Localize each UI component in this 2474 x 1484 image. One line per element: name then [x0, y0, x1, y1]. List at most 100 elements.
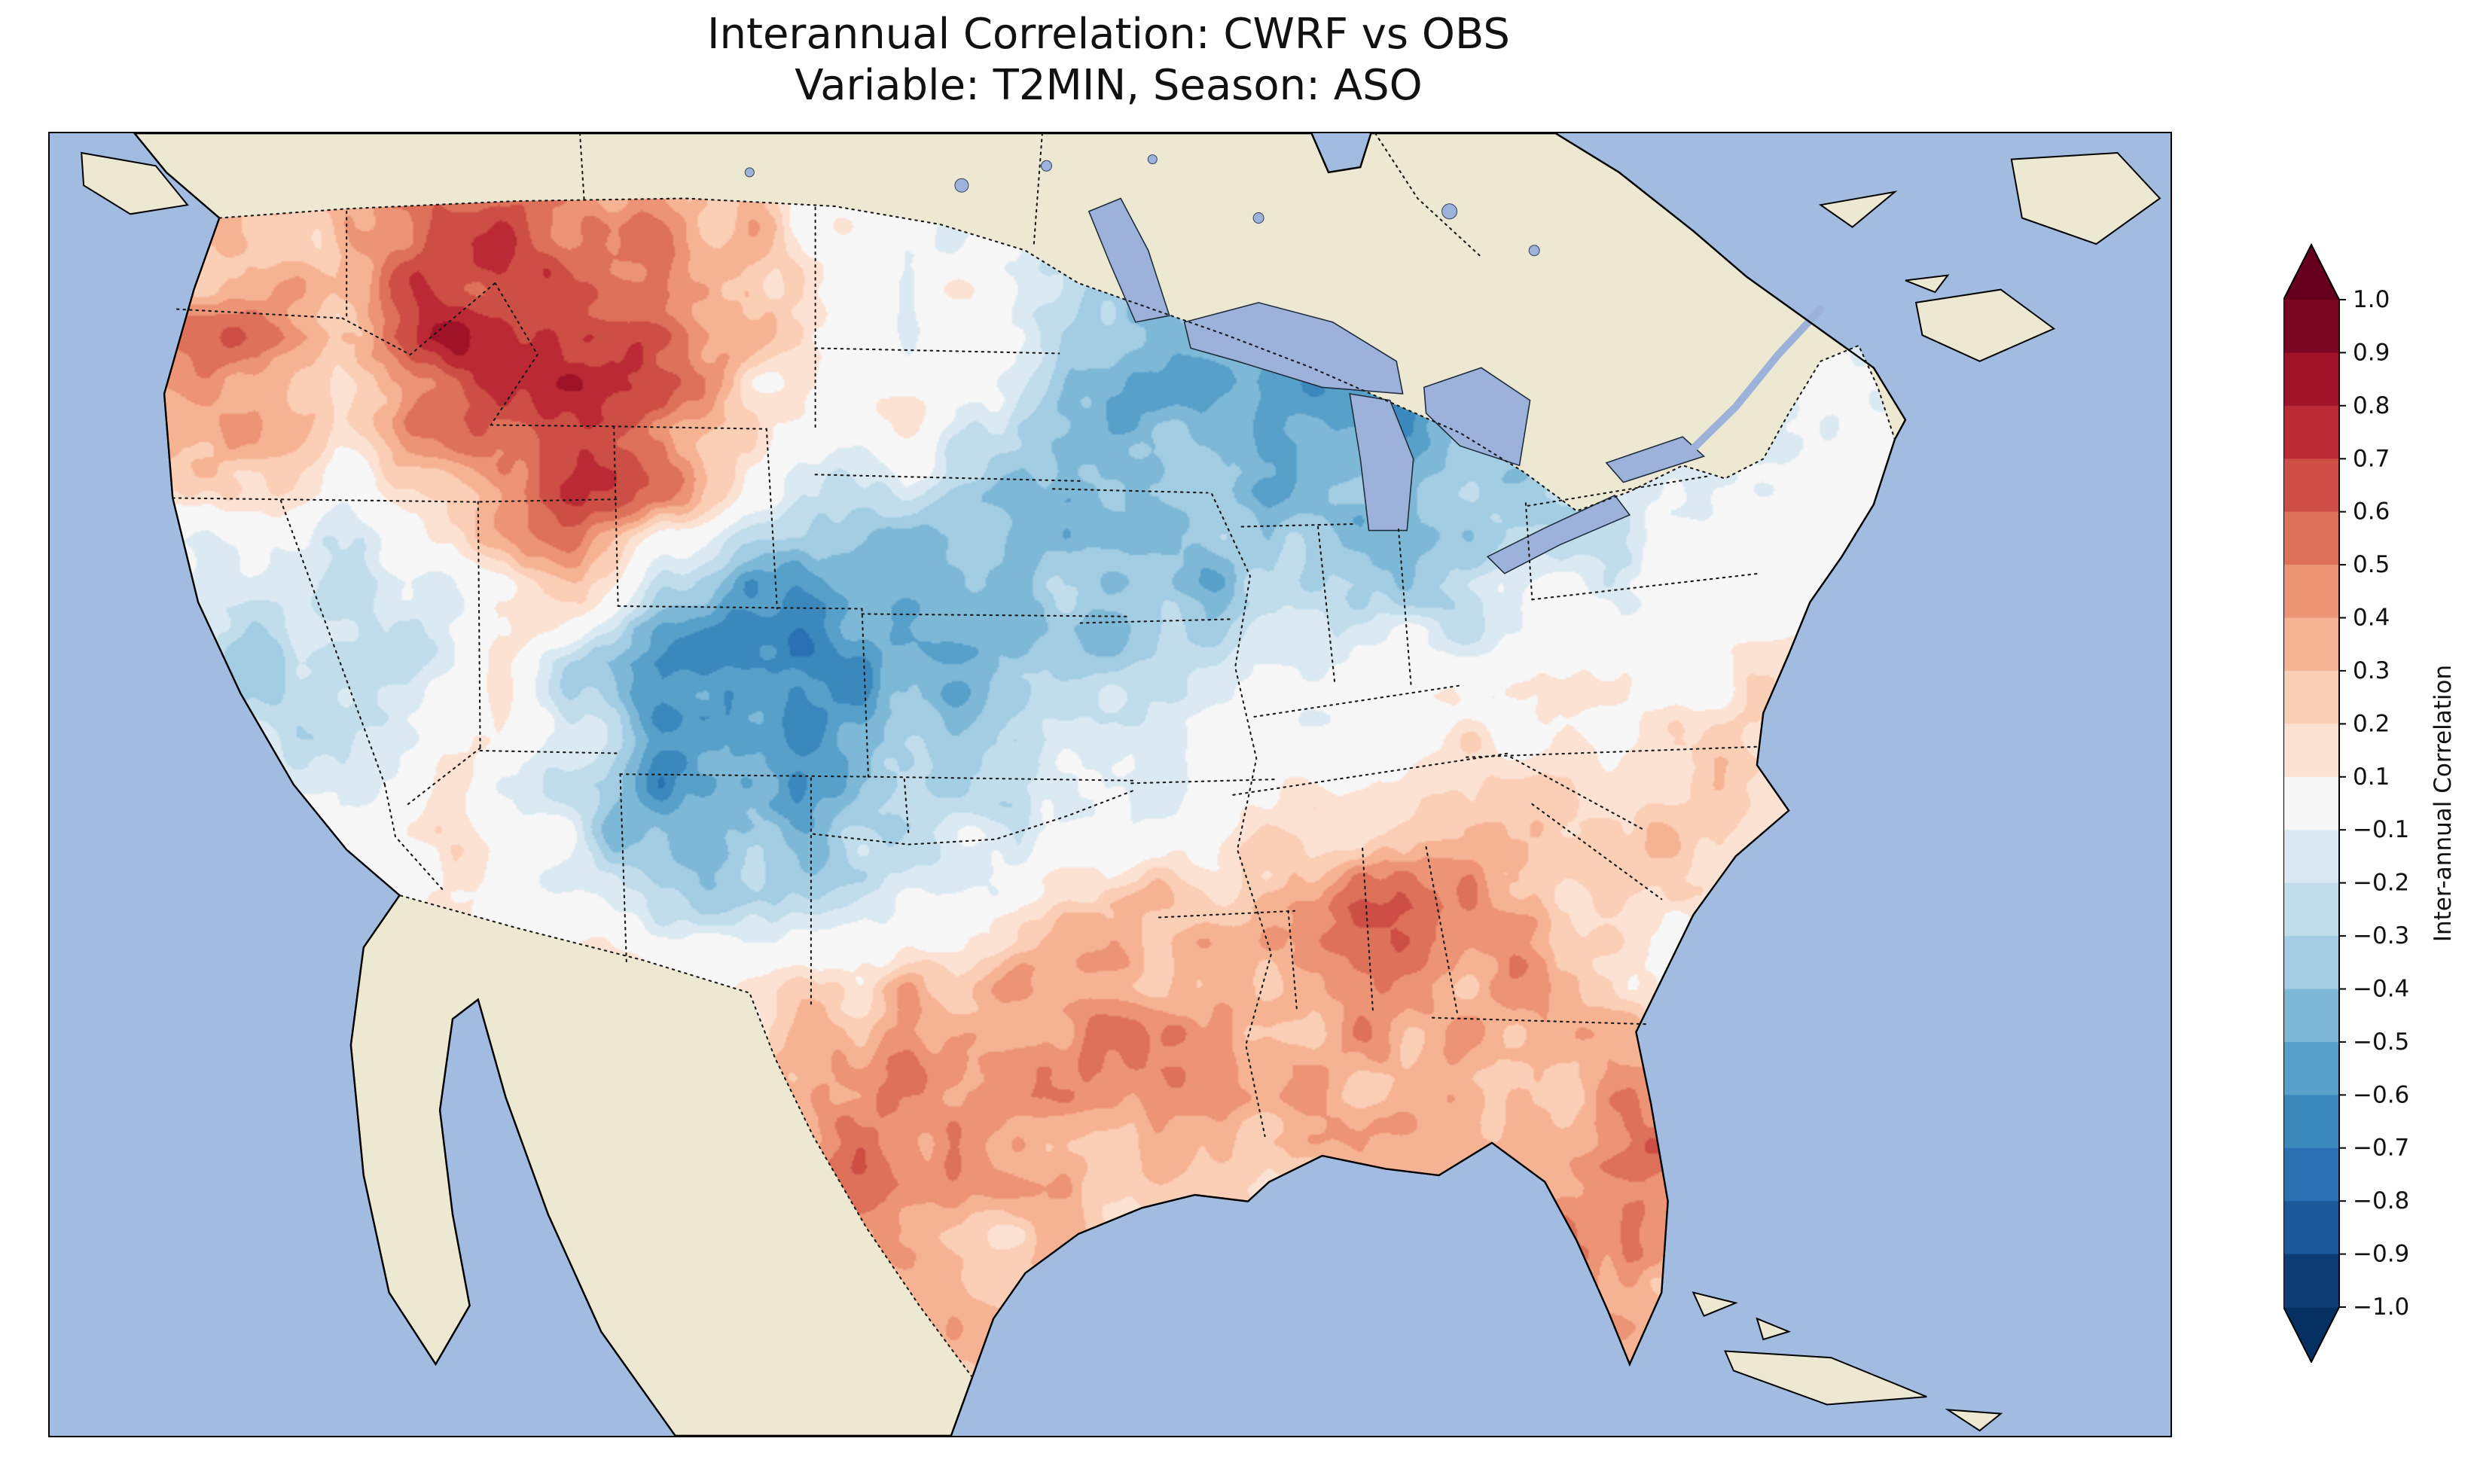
- state-border: [617, 605, 863, 610]
- colorbar: 1.0 0.9 0.8 0.7 0.6 0.5 0.4 0.3 0.2 0.1 −0.1 −0.2 −0…: [2283, 242, 2457, 1363]
- us-canada-border: [218, 197, 1896, 512]
- state-border: [1362, 847, 1374, 1015]
- state-border: [490, 424, 767, 430]
- colorbar-tick-label: −0.1: [2353, 816, 2409, 843]
- map-frame: [48, 132, 2172, 1437]
- colorbar-tick-label: 0.1: [2353, 763, 2390, 791]
- colorbar-band: [2283, 352, 2339, 407]
- colorbar-axis-label: Inter-annual Correlation: [2430, 665, 2457, 942]
- state-border: [1510, 756, 1646, 831]
- colorbar-band: [2283, 1147, 2339, 1202]
- colorbar-extend-min: [2283, 1307, 2339, 1362]
- colorbar-band: [2283, 511, 2339, 565]
- island-shape: [2010, 151, 2161, 245]
- state-border: [1033, 133, 1043, 248]
- colorbar-extend-max: [2283, 245, 2339, 300]
- state-border: [1287, 910, 1298, 1010]
- colorbar-tick-label: −0.5: [2353, 1028, 2409, 1056]
- colorbar-band: [2283, 405, 2339, 459]
- colorbar-band: [2283, 459, 2339, 513]
- state-border: [578, 133, 585, 201]
- small-lake: [1252, 212, 1264, 224]
- state-border: [490, 282, 538, 426]
- state-border: [861, 613, 1130, 617]
- state-border: [613, 425, 619, 608]
- state-border: [407, 747, 481, 806]
- colorbar-band: [2283, 1041, 2339, 1095]
- colorbar-band: [2283, 936, 2339, 990]
- state-border: [867, 776, 1136, 782]
- state-border: [861, 608, 870, 778]
- lake-shape: [1349, 393, 1414, 532]
- state-border: [1240, 523, 1355, 528]
- colorbar-band: [2283, 989, 2339, 1043]
- small-lake: [744, 167, 755, 178]
- colorbar-band: [2283, 724, 2339, 778]
- state-border: [1374, 133, 1482, 258]
- coastline-stroke: [133, 133, 1907, 1436]
- colorbar-band: [2283, 300, 2339, 353]
- colorbar-tick-label: −0.6: [2353, 1081, 2409, 1108]
- island-shape: [1905, 274, 1950, 294]
- state-border: [1051, 488, 1209, 494]
- lake-shape: [1486, 494, 1631, 574]
- state-border: [814, 474, 1084, 482]
- chart-subtitle: Variable: T2MIN, Season: ASO: [795, 61, 1423, 111]
- state-border: [619, 773, 628, 967]
- small-lake: [954, 178, 969, 193]
- colorbar-tick-label: −0.2: [2353, 870, 2409, 897]
- colorbar-tick-label: −0.7: [2353, 1135, 2409, 1162]
- state-border: [814, 347, 1060, 355]
- colorbar-band: [2283, 1254, 2339, 1308]
- colorbar-tick-label: 0.9: [2353, 339, 2390, 366]
- state-border: [619, 773, 870, 778]
- state-border: [1211, 493, 1273, 1138]
- colorbar-tick-label: 0.3: [2353, 657, 2390, 684]
- colorbar-tick-label: 0.5: [2353, 551, 2390, 578]
- colorbar-tick-label: −0.4: [2353, 976, 2409, 1003]
- st-lawrence-river: [1685, 305, 1825, 456]
- colorbar-tick-label: −0.9: [2353, 1241, 2409, 1268]
- state-border: [172, 497, 619, 503]
- state-border: [1397, 528, 1412, 690]
- colorbar-band: [2283, 882, 2339, 937]
- island-shape: [1818, 190, 1898, 228]
- colorbar-tick-label: 0.4: [2353, 605, 2390, 632]
- colorbar-tick-label: 0.7: [2353, 445, 2390, 472]
- state-border: [765, 428, 778, 610]
- colorbar-band: [2283, 830, 2339, 884]
- colorbar-tick-label: −0.8: [2353, 1187, 2409, 1214]
- colorbar-tick-label: 0.8: [2353, 392, 2390, 419]
- state-border: [479, 749, 619, 754]
- figure-title-block: Interannual Correlation: CWRF vs OBS Var…: [48, 9, 2169, 112]
- colorbar-band: [2283, 617, 2339, 672]
- island-shape: [1945, 1409, 2003, 1432]
- colorbar-tick-label: 0.2: [2353, 710, 2390, 737]
- colorbar-tick-label: −0.3: [2353, 922, 2409, 949]
- state-border: [477, 501, 481, 749]
- state-border: [1079, 618, 1234, 624]
- colorbar-tick-label: 0.6: [2353, 498, 2390, 526]
- lake-shape: [1605, 436, 1706, 483]
- small-lake: [1528, 245, 1540, 257]
- lake-shape: [1423, 367, 1531, 467]
- map-overlay-borders: [133, 133, 1907, 1436]
- state-border: [1425, 846, 1459, 1017]
- state-border: [1531, 803, 1663, 900]
- state-border: [1527, 474, 1711, 507]
- state-border: [1531, 572, 1760, 601]
- state-border: [1130, 779, 1277, 785]
- state-border: [1232, 752, 1510, 796]
- state-border: [1253, 684, 1461, 718]
- island-shape: [81, 151, 189, 215]
- colorbar-tick-label: 1.0: [2353, 286, 2390, 313]
- us-mexico-border: [398, 894, 974, 1379]
- small-lake: [1041, 160, 1052, 172]
- island-shape: [1692, 1291, 1738, 1318]
- state-border: [1316, 526, 1336, 685]
- state-border: [1158, 910, 1296, 919]
- lake-shape: [1088, 197, 1170, 323]
- island-shape: [1756, 1317, 1792, 1341]
- state-border: [175, 308, 343, 319]
- chart-title: Interannual Correlation: CWRF vs OBS: [707, 10, 1510, 59]
